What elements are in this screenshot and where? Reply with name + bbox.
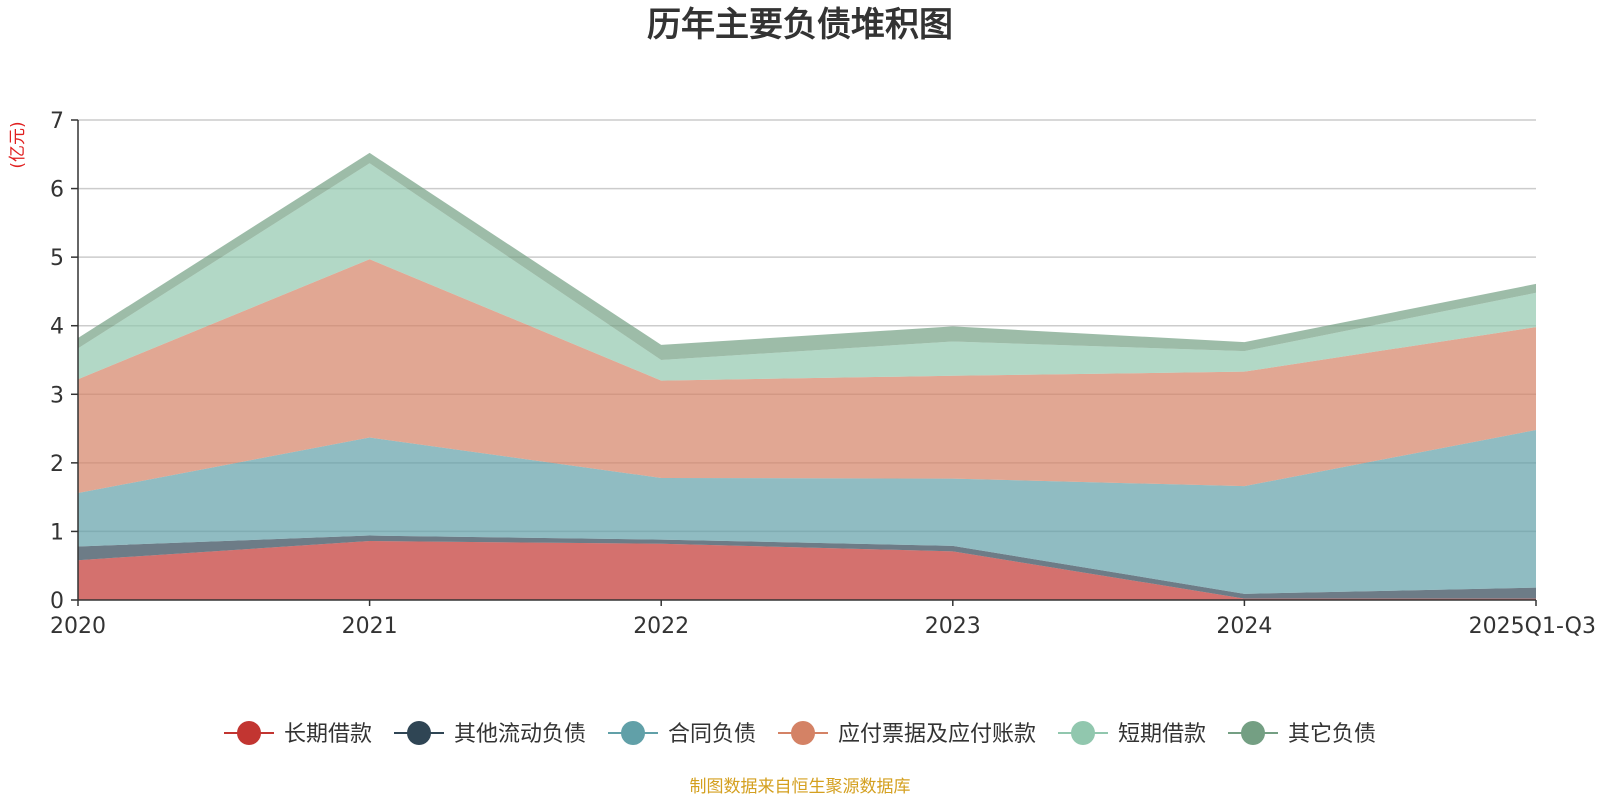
legend-circle-marker xyxy=(237,721,261,745)
axes: 0 1 2 3 4 5 6 7 2020 2021 2022 2023 2024 2025Q1-Q3 xyxy=(50,109,1596,639)
y-tick-label: 6 xyxy=(50,178,64,203)
legend-item[interactable]: 其他流动负债 xyxy=(394,721,586,747)
y-tick-label: 4 xyxy=(50,315,64,340)
legend-label: 合同负债 xyxy=(668,722,756,747)
area-3 xyxy=(78,429,1536,594)
x-tick-label: 2025Q1-Q3 xyxy=(1469,614,1596,639)
legend-item[interactable]: 其它负债 xyxy=(1228,721,1376,747)
x-tick-label: 2022 xyxy=(633,614,689,639)
x-tick-label: 2021 xyxy=(342,614,398,639)
y-axis-unit-label: (亿元) xyxy=(8,121,28,168)
area-2 xyxy=(78,535,1536,599)
legend-label: 其它负债 xyxy=(1288,722,1376,747)
legend-circle-marker xyxy=(1241,721,1265,745)
legend-item[interactable]: 长期借款 xyxy=(224,721,372,747)
legend-label: 应付票据及应付账款 xyxy=(838,722,1036,747)
area-5 xyxy=(78,163,1536,381)
y-tick-label: 3 xyxy=(50,383,64,408)
y-tick-label: 2 xyxy=(50,452,64,477)
area-6 xyxy=(78,152,1536,360)
y-tick-label: 1 xyxy=(50,520,64,545)
area-series xyxy=(78,152,1536,600)
legend-item[interactable]: 应付票据及应付账款 xyxy=(778,721,1036,747)
legend-label: 短期借款 xyxy=(1118,722,1206,747)
x-tick-label: 2020 xyxy=(50,614,106,639)
area-4 xyxy=(78,259,1536,494)
x-tick-label: 2024 xyxy=(1216,614,1272,639)
y-tick-label: 0 xyxy=(50,589,64,614)
legend-item[interactable]: 合同负债 xyxy=(608,721,756,747)
x-tick-label: 2023 xyxy=(925,614,981,639)
source-note: 制图数据来自恒生聚源数据库 xyxy=(690,777,911,797)
legend-circle-marker xyxy=(621,721,645,745)
legend-circle-marker xyxy=(791,721,815,745)
y-tick-label: 7 xyxy=(50,109,64,134)
legend-label: 其他流动负债 xyxy=(454,722,586,747)
y-tick-label: 5 xyxy=(50,246,64,271)
legend-circle-marker xyxy=(407,721,431,745)
legend-item[interactable]: 短期借款 xyxy=(1058,721,1206,747)
chart-title: 历年主要负债堆积图 xyxy=(647,5,953,45)
legend[interactable]: 长期借款 其他流动负债 合同负债 应付票据及应付账款 短期借款 其它负债 xyxy=(224,721,1376,747)
area-1 xyxy=(78,541,1536,600)
legend-circle-marker xyxy=(1071,721,1095,745)
legend-label: 长期借款 xyxy=(284,722,372,747)
